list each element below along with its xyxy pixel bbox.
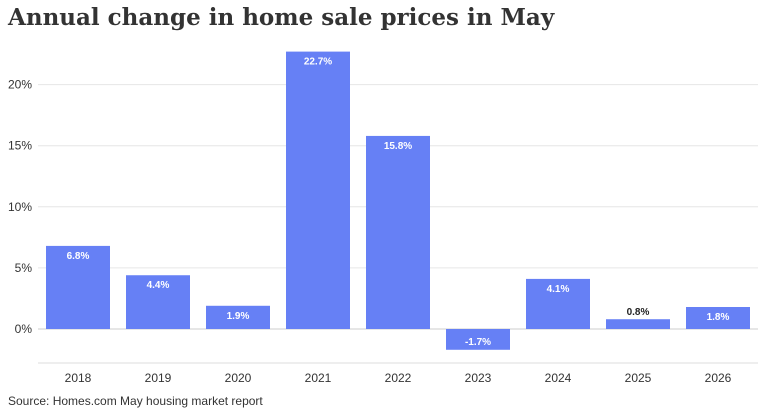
x-tick-label: 2023 [465, 371, 492, 385]
data-label: 4.4% [147, 280, 170, 291]
x-tick-label: 2025 [625, 371, 652, 385]
y-axis: 0% 5% 10% 15% 20% [8, 78, 32, 336]
data-label: 15.8% [384, 141, 412, 152]
data-label: 1.8% [707, 312, 730, 323]
bar-2022 [366, 135, 430, 329]
y-tick-label: 5% [15, 261, 33, 275]
data-labels: 6.8% 4.4% 1.9% 22.7% 15.8% -1.7% 4.1% 0.8% 1.8% [67, 57, 730, 348]
x-tick-label: 2020 [225, 371, 252, 385]
data-label: 4.1% [547, 284, 570, 295]
bar-2019 [126, 275, 190, 329]
data-label: 0.8% [627, 307, 650, 318]
y-tick-label: 20% [8, 78, 32, 92]
bar-2024 [526, 278, 590, 329]
data-label: 6.8% [67, 251, 90, 262]
y-tick-label: 10% [8, 200, 32, 214]
x-tick-label: 2022 [385, 371, 412, 385]
bar-2018 [46, 245, 110, 329]
y-tick-label: 0% [15, 322, 33, 336]
x-tick-label: 2026 [705, 371, 732, 385]
x-axis: 2018 2019 2020 2021 2022 2023 2024 2025 2026 [65, 371, 732, 385]
data-label: 1.9% [227, 311, 250, 322]
bar-2025 [606, 319, 670, 329]
bar-2023 [446, 329, 510, 350]
chart-title: Annual change in home sale prices in May [8, 4, 555, 31]
x-tick-label: 2021 [305, 371, 332, 385]
x-tick-label: 2024 [545, 371, 572, 385]
data-label: -1.7% [465, 337, 491, 348]
bar-2026 [686, 307, 750, 329]
y-tick-label: 15% [8, 139, 32, 153]
bar-2020 [206, 305, 270, 329]
source-note: Source: Homes.com May housing market rep… [8, 394, 263, 408]
x-tick-label: 2019 [145, 371, 172, 385]
x-tick-label: 2018 [65, 371, 92, 385]
data-label: 22.7% [304, 57, 332, 68]
bars [46, 51, 750, 350]
bar-2021 [286, 51, 350, 330]
